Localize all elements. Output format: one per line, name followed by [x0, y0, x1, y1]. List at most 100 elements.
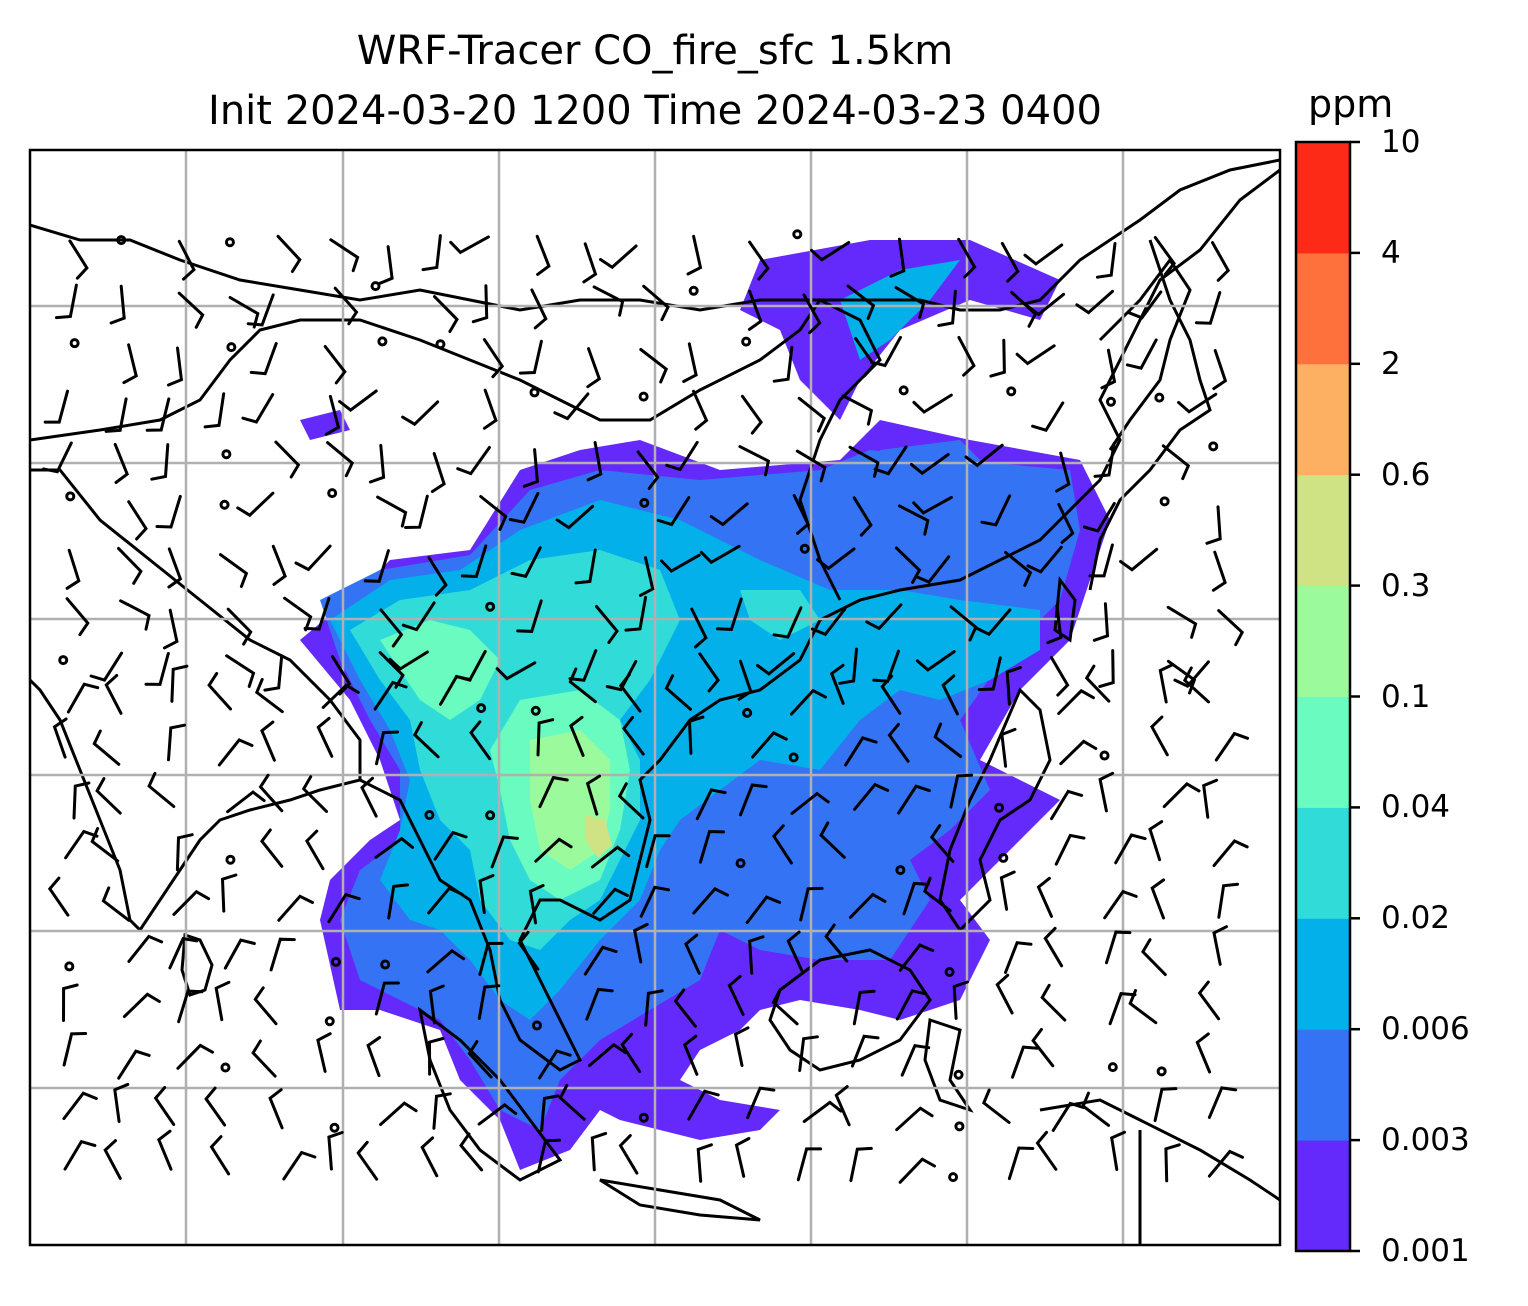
wind-barb	[1166, 605, 1198, 639]
wind-barb	[850, 1034, 880, 1068]
wind-barb	[1194, 291, 1222, 325]
wind-barb	[922, 876, 952, 913]
wind-barb	[89, 651, 124, 682]
wind-barb	[733, 1026, 750, 1067]
wind-barb	[482, 388, 498, 430]
wind-barb	[912, 393, 953, 414]
wind-barb	[156, 1129, 173, 1171]
wind-barb	[799, 886, 824, 922]
co-concentration-field	[300, 240, 1110, 1170]
wind-barb	[974, 608, 1012, 637]
calm-wind-marker	[742, 707, 753, 718]
map-title-line2: Init 2024-03-20 1200 Time 2024-03-23 040…	[208, 88, 1102, 134]
coastline-sulawesi	[923, 1017, 974, 1113]
wind-barb	[1195, 1032, 1212, 1074]
wind-barb	[656, 496, 691, 527]
wind-barb	[145, 397, 171, 432]
wind-barb	[569, 715, 585, 757]
coastline-india	[30, 468, 362, 933]
wind-barb	[316, 1032, 332, 1073]
wind-barb	[1055, 451, 1071, 493]
wind-barb	[1173, 660, 1210, 688]
wind-barb	[902, 881, 930, 916]
wind-barb	[379, 608, 404, 648]
wind-barb	[1057, 502, 1075, 544]
colorbar-band	[1296, 1140, 1350, 1252]
wind-barb	[338, 389, 378, 412]
colorbar-band	[1296, 252, 1350, 365]
wind-barb	[374, 836, 415, 859]
wind-barb	[333, 286, 359, 326]
wind-barb	[283, 596, 313, 632]
wind-barb	[696, 1143, 713, 1183]
wind-barb	[957, 335, 976, 377]
wind-barb	[62, 983, 79, 1022]
wind-barb	[327, 1131, 344, 1171]
wind-barb	[797, 396, 827, 433]
wind-barb	[536, 718, 555, 757]
wind-barb	[427, 886, 464, 915]
wind-barb	[786, 930, 804, 972]
wind-barb	[63, 1139, 97, 1171]
wind-barb	[324, 394, 341, 436]
wind-barb	[127, 500, 148, 541]
wind-barb	[709, 502, 749, 527]
wind-barb	[1217, 882, 1239, 919]
wind-barb	[853, 782, 890, 811]
wind-barb	[914, 555, 951, 584]
calm-wind-marker	[221, 449, 232, 460]
wind-barb	[401, 400, 440, 427]
wind-barb	[254, 677, 284, 714]
wind-barb	[220, 873, 238, 913]
calm-wind-marker	[1006, 386, 1017, 397]
wind-barb	[260, 828, 284, 868]
map-title-line1: WRF-Tracer CO_fire_sfc 1.5km	[356, 28, 954, 74]
wind-barb	[522, 448, 539, 488]
wind-barb	[478, 874, 495, 915]
wind-barb	[203, 392, 226, 429]
coastline-indochina	[359, 518, 1062, 1072]
wind-barb	[426, 949, 466, 974]
wind-barb	[117, 1049, 151, 1080]
wind-barb	[177, 291, 205, 329]
wind-barb	[209, 1135, 231, 1176]
wind-barb	[249, 342, 278, 376]
wind-barb	[428, 984, 445, 1025]
wind-barb	[1035, 1130, 1058, 1171]
calm-wind-marker	[638, 391, 649, 402]
colorbar-tick-label: 0.6	[1381, 456, 1431, 493]
wind-barb	[909, 453, 950, 476]
wind-barb	[1202, 778, 1219, 819]
wind-barb	[1162, 782, 1201, 809]
wind-barb	[360, 776, 378, 818]
calm-wind-marker	[741, 336, 752, 347]
wind-barb	[122, 343, 138, 385]
wind-barb	[747, 289, 763, 331]
wind-barb	[104, 674, 123, 715]
calm-wind-marker	[226, 342, 237, 353]
wind-barb	[1043, 926, 1064, 968]
wind-barb	[682, 342, 698, 383]
colorbar-band	[1296, 142, 1350, 254]
wind-barb	[177, 239, 196, 281]
wind-barb	[636, 450, 660, 490]
wind-barb	[772, 606, 803, 639]
wind-barb	[592, 887, 629, 915]
lat-lon-gridlines	[30, 150, 1280, 1245]
wind-barb	[834, 1085, 851, 1127]
wind-barb	[829, 663, 845, 705]
wind-barb	[62, 1091, 98, 1121]
wind-barb	[617, 782, 645, 820]
wind-barb	[1114, 833, 1147, 865]
wind-barb	[1092, 602, 1110, 642]
wind-barb	[150, 443, 170, 481]
wind-barb	[387, 883, 410, 920]
wind-barb	[226, 607, 253, 646]
wind-barb	[1049, 656, 1070, 697]
wind-barb	[271, 544, 287, 586]
wind-barb	[104, 397, 128, 433]
wind-barb	[241, 393, 275, 424]
wind-barb	[109, 284, 126, 325]
wind-barb	[176, 1043, 214, 1070]
wind-barb	[1011, 1045, 1039, 1079]
